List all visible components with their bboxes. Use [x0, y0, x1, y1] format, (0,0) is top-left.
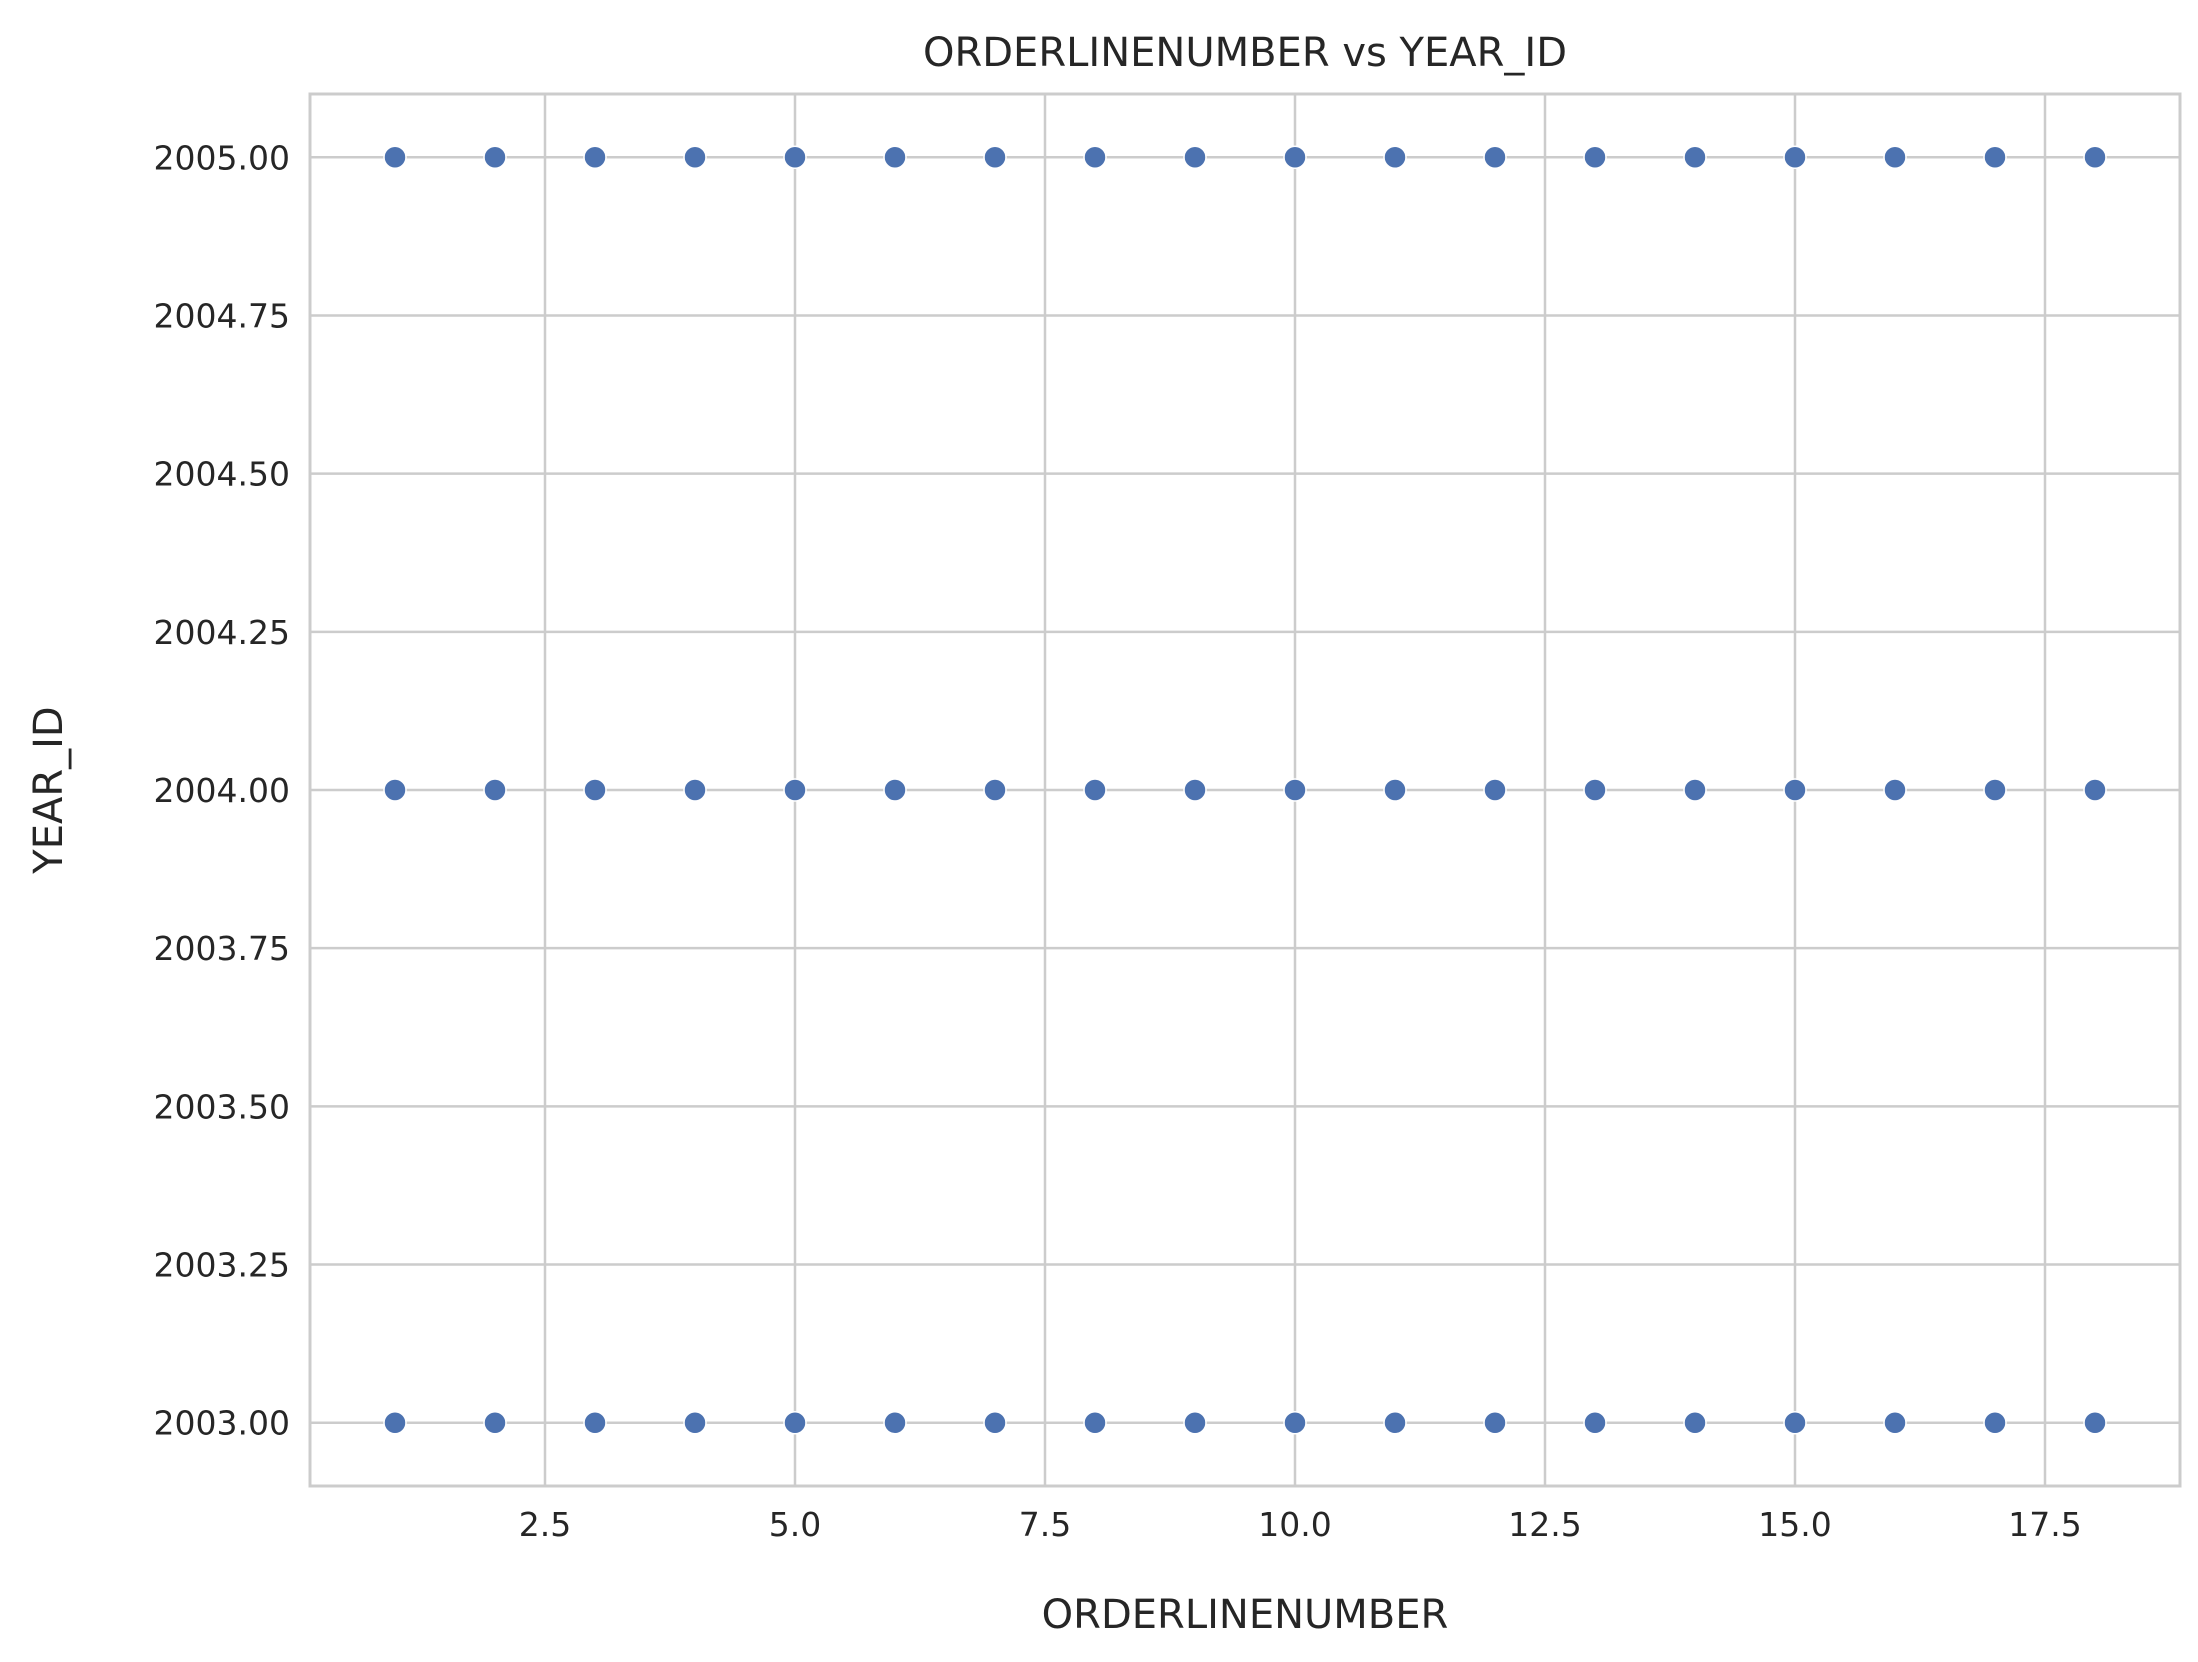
- data-point: [1383, 1410, 1407, 1435]
- data-point: [1683, 1410, 1707, 1435]
- data-point: [983, 1410, 1007, 1435]
- data-point: [1483, 145, 1507, 170]
- data-point: [983, 778, 1007, 802]
- data-point: [1583, 145, 1607, 170]
- data-point: [1183, 1410, 1207, 1435]
- data-point: [583, 778, 607, 802]
- data-point: [883, 1410, 907, 1435]
- data-point: [1483, 778, 1507, 802]
- x-tick-labels: 2.5 5.0 7.5 10.0 12.5 15.0 17.5: [519, 1505, 2082, 1544]
- x-tick-label: 5.0: [769, 1505, 821, 1544]
- data-point: [1783, 1410, 1807, 1435]
- data-point: [1383, 778, 1407, 802]
- data-point: [483, 1410, 507, 1435]
- data-point: [983, 145, 1007, 170]
- x-tick-label: 15.0: [1758, 1505, 1831, 1544]
- data-point: [1683, 778, 1707, 802]
- data-point: [483, 145, 507, 170]
- data-point: [783, 1410, 807, 1435]
- y-tick-label: 2005.00: [154, 138, 290, 177]
- data-point: [1583, 778, 1607, 802]
- y-tick-label: 2003.25: [154, 1246, 290, 1285]
- x-tick-label: 2.5: [519, 1505, 571, 1544]
- x-tick-label: 7.5: [1019, 1505, 1071, 1544]
- data-point: [1783, 145, 1807, 170]
- data-point: [783, 145, 807, 170]
- data-point: [683, 778, 707, 802]
- data-point: [383, 778, 407, 802]
- data-point: [883, 778, 907, 802]
- data-point: [1983, 778, 2007, 802]
- data-point: [1883, 1410, 1907, 1435]
- data-point: [1183, 778, 1207, 802]
- data-point: [1583, 1410, 1607, 1435]
- chart-title: ORDERLINENUMBER vs YEAR_ID: [923, 30, 1567, 76]
- data-point: [1283, 778, 1307, 802]
- y-tick-label: 2004.00: [154, 771, 290, 810]
- x-tick-label: 10.0: [1258, 1505, 1331, 1544]
- data-point: [683, 1410, 707, 1435]
- data-point: [1283, 1410, 1307, 1435]
- x-axis-title: ORDERLINENUMBER: [1042, 1592, 1449, 1638]
- y-tick-label: 2003.00: [154, 1404, 290, 1443]
- data-point: [2083, 145, 2107, 170]
- data-point: [1383, 145, 1407, 170]
- data-point: [1183, 145, 1207, 170]
- data-point: [2083, 778, 2107, 802]
- data-point: [1683, 145, 1707, 170]
- x-tick-label: 12.5: [1508, 1505, 1581, 1544]
- data-point: [883, 145, 907, 170]
- y-tick-label: 2004.25: [154, 613, 290, 652]
- data-point: [783, 778, 807, 802]
- data-point: [583, 1410, 607, 1435]
- y-tick-label: 2004.50: [154, 455, 290, 494]
- data-points: [383, 145, 2107, 1435]
- data-point: [1083, 778, 1107, 802]
- data-point: [383, 1410, 407, 1435]
- data-point: [1883, 778, 1907, 802]
- y-tick-label: 2003.50: [154, 1087, 290, 1126]
- data-point: [1483, 1410, 1507, 1435]
- data-point: [483, 778, 507, 802]
- y-tick-labels: 2003.00 2003.25 2003.50 2003.75 2004.00 2004.…: [154, 138, 290, 1442]
- data-point: [683, 145, 707, 170]
- y-tick-label: 2003.75: [154, 929, 290, 968]
- x-tick-label: 17.5: [2008, 1505, 2081, 1544]
- data-point: [1983, 1410, 2007, 1435]
- data-point: [1083, 145, 1107, 170]
- data-point: [1083, 1410, 1107, 1435]
- data-point: [2083, 1410, 2107, 1435]
- data-point: [1783, 778, 1807, 802]
- data-point: [1283, 145, 1307, 170]
- data-point: [383, 145, 407, 170]
- data-point: [1883, 145, 1907, 170]
- data-point: [1983, 145, 2007, 170]
- y-tick-label: 2004.75: [154, 296, 290, 335]
- plot-area-frame: [308, 92, 2182, 1488]
- y-axis-title: YEAR_ID: [26, 706, 72, 874]
- data-point: [583, 145, 607, 170]
